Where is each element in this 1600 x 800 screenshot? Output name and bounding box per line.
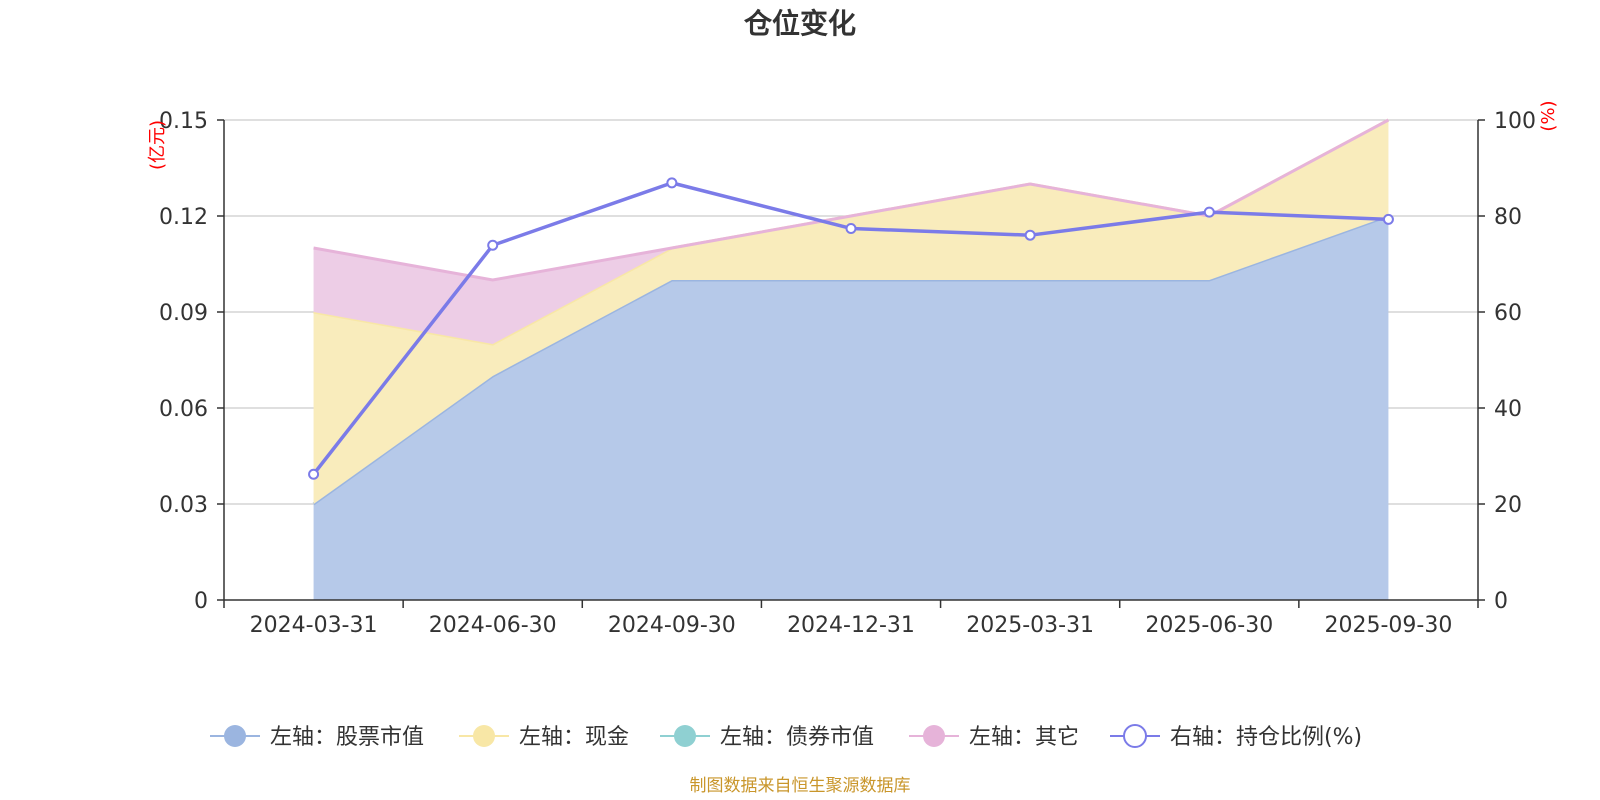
legend-label: 左轴：债券市值 (720, 725, 874, 750)
right-axis-tick-label: 20 (1494, 493, 1522, 518)
left-axis-tick-label: 0 (194, 589, 208, 614)
left-axis-tick-label: 0.15 (159, 109, 208, 134)
legend-swatch-marker (923, 725, 945, 747)
left-axis-tick-label: 0.03 (159, 493, 208, 518)
left-axis-tick-label: 0.09 (159, 301, 208, 326)
legend-swatch-marker (674, 725, 696, 747)
legend-label: 右轴：持仓比例(%) (1170, 725, 1362, 750)
left-axis-tick-label: 0.06 (159, 397, 208, 422)
x-axis-tick-label: 2025-03-31 (966, 613, 1094, 638)
right-axis-tick-label: 100 (1494, 109, 1536, 134)
right-axis-tick-label: 80 (1494, 205, 1522, 230)
legend-label: 左轴：现金 (519, 725, 629, 750)
legend-swatch-marker (473, 725, 495, 747)
ratio-line-point (666, 177, 678, 189)
stacked-areas (312, 118, 1390, 600)
x-axis-tick-label: 2024-03-31 (250, 613, 378, 638)
ratio-line-point (1382, 213, 1394, 225)
data-source-note: 制图数据来自恒生聚源数据库 (690, 776, 911, 796)
left-axis-tick-label: 0.12 (159, 205, 208, 230)
ratio-line-point (845, 222, 857, 234)
area-series-0-fill (313, 216, 1389, 600)
x-axis-tick-label: 2024-06-30 (429, 613, 557, 638)
legend-swatch-marker (1123, 724, 1147, 748)
x-axis-tick-label: 2025-09-30 (1324, 613, 1452, 638)
chart-title: 仓位变化 (744, 7, 856, 40)
axes: 0 0.03 0.06 0.09 0.12 0.15 0 20 40 60 80 100 2024-03… (159, 109, 1536, 638)
x-axis-tick-label: 2024-12-31 (787, 613, 915, 638)
ratio-line-point (1203, 206, 1215, 218)
ratio-line-point (487, 239, 499, 251)
area-series-1-fill (313, 120, 1389, 504)
x-axis-tick-label: 2024-09-30 (608, 613, 736, 638)
legend-swatch-marker (224, 725, 246, 747)
ratio-line-point (1024, 229, 1036, 241)
right-axis-tick-label: 60 (1494, 301, 1522, 326)
right-axis-unit: (%) (1538, 100, 1559, 131)
legend: 左轴：股票市值 左轴：现金 左轴：债券市值 左轴：其它 右轴：持仓比例(%) (210, 724, 1362, 750)
right-axis-tick-label: 0 (1494, 589, 1508, 614)
legend-label: 左轴：股票市值 (270, 725, 424, 750)
x-axis-tick-label: 2025-06-30 (1145, 613, 1273, 638)
legend-label: 左轴：其它 (969, 725, 1079, 750)
left-axis-unit: (亿元) (147, 120, 168, 170)
ratio-line-point (308, 468, 320, 480)
right-axis-tick-label: 40 (1494, 397, 1522, 422)
area-series-3-fill (313, 120, 1389, 344)
ratio-line-layer (308, 177, 1394, 480)
